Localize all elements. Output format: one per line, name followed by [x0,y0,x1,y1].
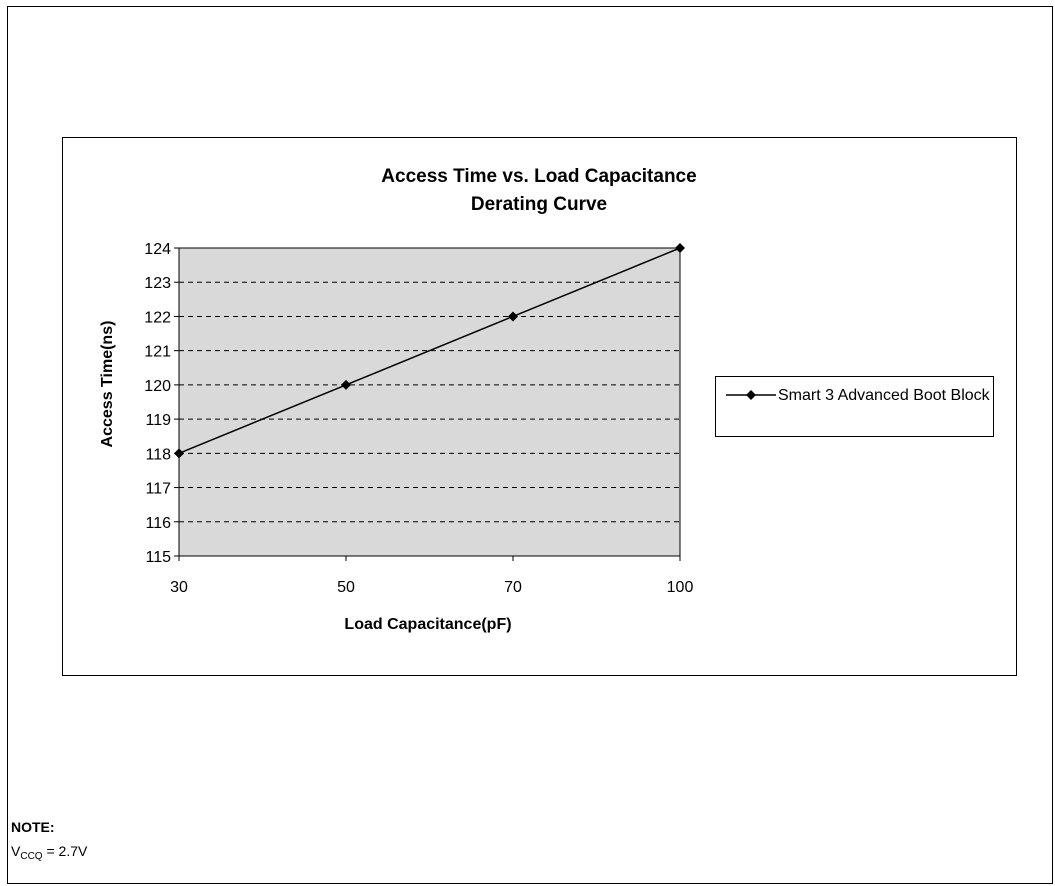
data-point [675,243,685,253]
chart-title: Access Time vs. Load Capacitance Deratin… [239,163,839,219]
y-tick-label: 120 [144,378,171,395]
x-axis-label: Load Capacitance(pF) [344,616,511,633]
y-tick-label: 117 [145,481,171,498]
y-tick-label: 119 [145,412,171,429]
note-v-symbol: V [11,843,21,859]
data-point [174,448,184,459]
y-tick-label: 118 [145,446,171,463]
y-tick-label: 124 [144,241,171,258]
note-text: VCCQ = 2.7V [11,843,87,862]
y-tick-label: 115 [145,549,171,566]
series-line [178,247,681,455]
y-tick-label: 121 [144,344,171,361]
plot-background [178,247,681,557]
x-tick-label: 70 [504,579,522,596]
chart-title-line2: Derating Curve [470,194,608,215]
legend-label: Smart 3 Advanced Boot Block [778,387,990,404]
y-tick-label: 123 [144,275,171,292]
data-point [341,379,351,390]
x-tick-label: 30 [170,579,188,596]
y-axis-label: Access Time(ns) [99,321,116,448]
legend: Smart 3 Advanced Boot Block [715,376,994,437]
note-v-value: = 2.7V [42,843,88,859]
x-tick-label: 100 [667,579,694,596]
note-v-subscript: CCQ [20,851,43,862]
y-tick-label: 116 [145,515,171,532]
page-frame [7,6,1053,884]
y-tick-label: 122 [144,309,171,326]
legend-swatch [726,390,776,400]
note-title: NOTE: [11,819,55,835]
x-tick-label: 50 [337,579,355,596]
data-point [508,311,518,322]
chart-title-line1: Access Time vs. Load Capacitance [381,166,697,187]
